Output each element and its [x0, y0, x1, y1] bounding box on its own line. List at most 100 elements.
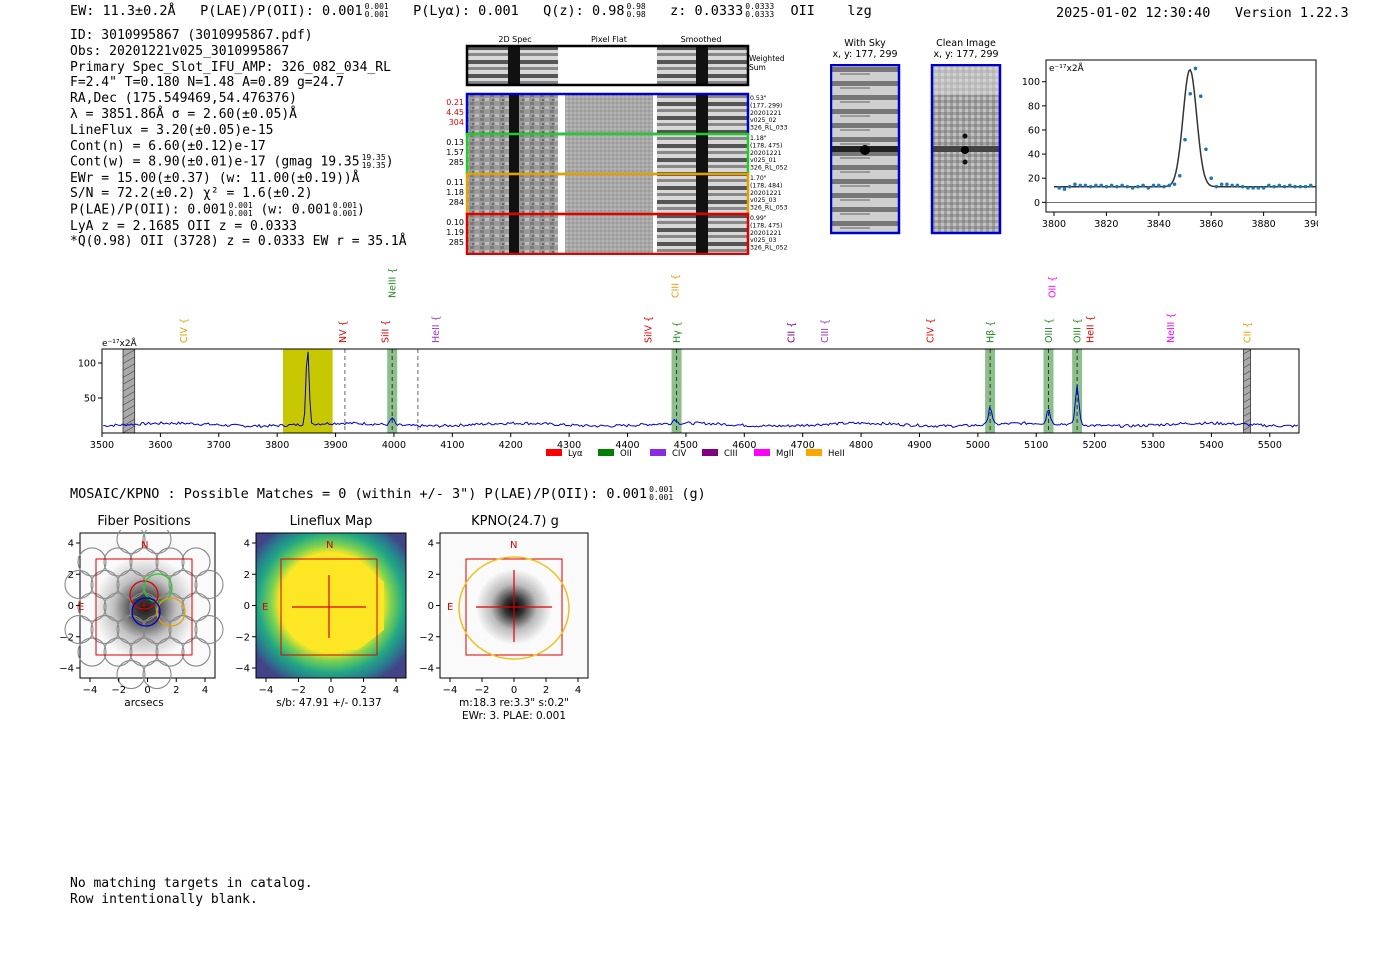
cutout-num-0-1: 4.45	[446, 108, 464, 117]
legend-swatch-4	[754, 449, 770, 456]
cutout-flat-1	[565, 135, 653, 173]
zoom-data-point	[1219, 182, 1224, 187]
zoom-data-point	[1288, 183, 1292, 188]
cutout-grid: 2D Spec Pixel Flat Smoothed Weighted Sum…	[446, 35, 788, 255]
full-xtick-label: 4400	[615, 440, 639, 451]
with-sky-title: With Sky x, y: 177, 299	[828, 38, 902, 60]
info-ewr: EWr = 15.00(±0.37) (w: 11.00(±0.19))Å	[70, 170, 360, 186]
zoom-data-point	[1167, 183, 1172, 188]
zoom-data-point	[1115, 184, 1119, 189]
line-label-3: NeIII {	[388, 268, 399, 298]
cutout-smooth-line-3	[696, 215, 708, 253]
fiber-circle	[103, 637, 133, 667]
fiber-circle	[116, 530, 146, 554]
clean-title: Clean Image x, y: 177, 299	[928, 38, 1004, 60]
panel-ytick-label-0: 4	[68, 539, 74, 550]
cutout-meta-1-4: 326_RL_052	[750, 165, 788, 172]
zoom-data-point	[1198, 94, 1203, 98]
legend-label-4: MgII	[776, 449, 794, 459]
fiber-orange	[156, 597, 186, 627]
panel-xtick-label-1: 0	[328, 685, 334, 696]
panel-xtick-label-2: 4	[575, 685, 581, 696]
fiber-circle	[90, 569, 120, 600]
header-plae: P(LAE)/P(OII): 0.001	[200, 3, 363, 19]
header-ew: EW: 11.3±0.2Å	[70, 3, 176, 19]
panel-xtick-label-2: −2	[475, 685, 490, 696]
cutout-meta-0-4: 326_RL_033	[750, 125, 788, 132]
header-plae-hi: 0.001	[364, 2, 389, 11]
info-q: *Q(0.98) OII (3728) z = 0.0333 EW r = 35…	[70, 234, 407, 250]
header-timestamp: 2025-01-02 12:30:40	[1056, 5, 1211, 21]
header-plya: P(Lyα): 0.001	[413, 3, 519, 19]
cutout-flat-3	[565, 215, 653, 253]
footer-line-2: Row intentionally blank.	[70, 892, 258, 907]
cutout-num-3-0: 0.10	[446, 218, 464, 227]
zoom-ytick-label: 80	[1028, 101, 1040, 112]
panel-ytick-label-0: −2	[59, 632, 74, 643]
panel-ytick-label-2: −4	[419, 664, 434, 675]
info-plae-close: )	[357, 202, 365, 218]
panel-xtick-label-1: −4	[259, 685, 274, 696]
info-plae-hi: 0.001	[228, 201, 253, 211]
col-pixel-flat: Pixel Flat	[591, 35, 627, 44]
full-xtick-label: 5100	[1024, 440, 1048, 451]
panel-xtick-label-0: 0	[144, 685, 150, 696]
cutout-2d-line-3	[509, 215, 519, 253]
panel-ytick-label-1: 2	[244, 570, 250, 581]
info-block: ID: 3010995867 (3010995867.pdf) Obs: 202…	[70, 28, 407, 250]
fiber-circle	[103, 592, 133, 622]
cutout-smooth-line-0	[696, 95, 708, 133]
zoom-data-point	[1157, 183, 1161, 188]
panel-ytick-label-2: 4	[428, 539, 434, 550]
legend-label-5: HeII	[828, 449, 845, 459]
full-xtick-label: 3700	[207, 440, 231, 451]
zoom-data-point	[1067, 184, 1072, 189]
fiber-circle	[142, 659, 172, 690]
zoom-data-point	[1267, 183, 1271, 188]
full-xtick-label: 4600	[732, 440, 756, 451]
line-label-10: CIV {	[925, 318, 936, 343]
panel-ytick-label-2: −2	[419, 632, 434, 643]
zoom-data-point	[1136, 184, 1140, 189]
line-label-11: Hβ {	[986, 321, 997, 343]
header-version: Version 1.22.3	[1234, 5, 1349, 21]
legend-label-2: CIV	[672, 449, 686, 459]
panel-ytick-label-1: 0	[244, 601, 250, 612]
legend-label-1: OII	[620, 449, 632, 459]
info-contw-hi: 19.35	[361, 153, 386, 163]
line-label-7: Hγ {	[672, 321, 683, 343]
fiber-circle	[64, 569, 94, 600]
fiber-circle	[116, 614, 146, 645]
cutout-meta-3-1: (178, 475)	[750, 222, 782, 229]
info-plae-text: P(LAE)/P(OII): 0.001	[70, 202, 227, 218]
cutout-meta-0-0: 0.53"	[750, 95, 767, 102]
info-contw-text: Cont(w) = 8.90(±0.01)e-17 (gmag 19.35	[70, 154, 360, 170]
cutout-meta-0-3: v025_02	[750, 117, 777, 124]
fiber-circle	[129, 547, 159, 577]
full-xtick-label: 4200	[499, 440, 523, 451]
zoom-data-point	[1246, 186, 1250, 190]
full-xtick-label: 3600	[148, 440, 172, 451]
panel-ytick-label-2: 0	[428, 601, 434, 612]
cutout-meta-0-1: (177, 299)	[750, 102, 782, 109]
info-primary: Primary Spec_Slot_IFU_AMP: 326_082_034_R…	[70, 59, 391, 75]
cutout-num-0-2: 304	[449, 118, 464, 127]
zoom-data-point	[1125, 184, 1130, 189]
sky-cutouts	[830, 64, 1002, 235]
info-contn: Cont(n) = 6.60(±0.12)e-17	[70, 138, 266, 154]
fiber-circle	[77, 547, 107, 577]
matches-line: MOSAIC/KPNO : Possible Matches = 0 (with…	[70, 486, 706, 503]
zoom-data-point	[1193, 66, 1198, 71]
fiber-circle	[116, 659, 146, 690]
info-contw-lo: 19.35	[361, 161, 386, 171]
zoom-data-point	[1146, 186, 1151, 190]
line-label-15: HeII {	[1085, 315, 1096, 343]
with-sky-image	[830, 64, 901, 235]
zoom-data-point	[1104, 184, 1109, 189]
matches-text: MOSAIC/KPNO : Possible Matches = 0 (with…	[70, 486, 648, 502]
cutout-meta-3-4: 326_RL_052	[750, 245, 788, 252]
info-plae: P(LAE)/P(OII): 0.001 0.001 0.001 (w: 0.001…	[70, 202, 407, 218]
zoom-ytick-label: 40	[1028, 150, 1040, 161]
fiber-east: E	[78, 602, 84, 613]
